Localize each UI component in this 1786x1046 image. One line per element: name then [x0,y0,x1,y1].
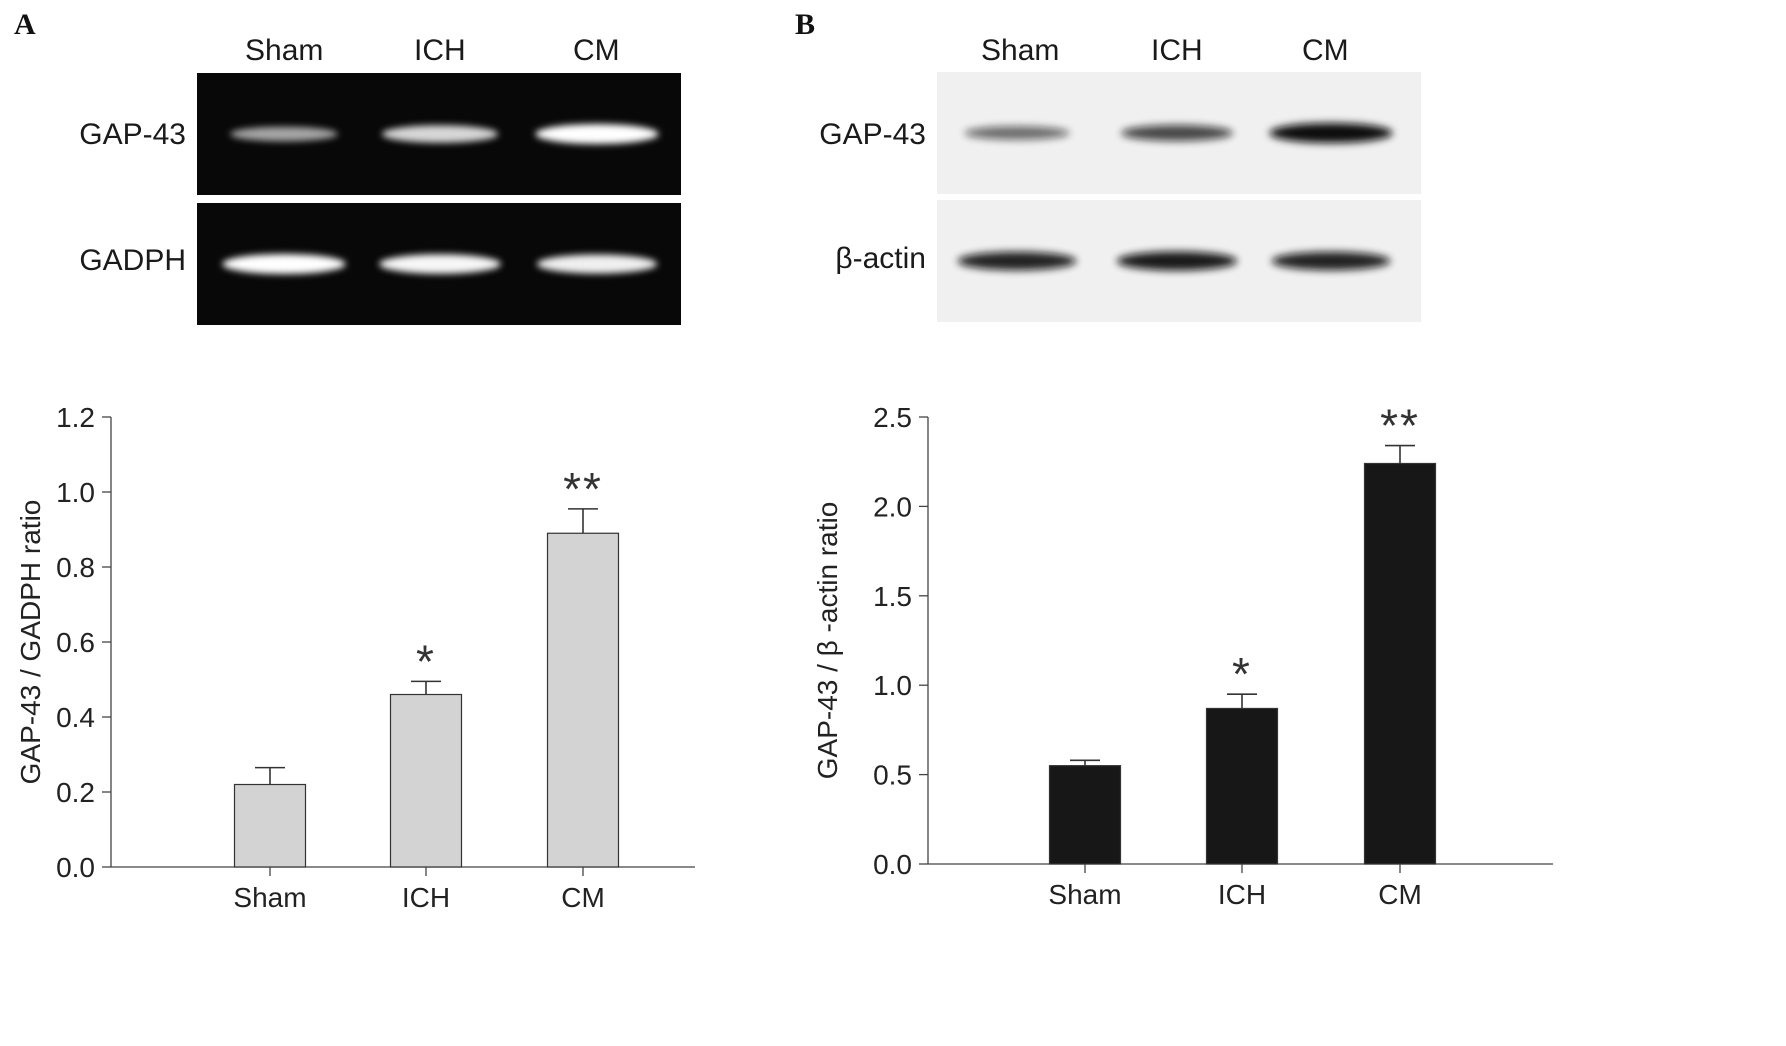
chart-b-bar-cm [1363,462,1437,865]
chart-b-y-tick-label: 2.5 [873,402,912,433]
chart-a-bar-sham [233,783,307,868]
blot-b-band-1-2 [1271,251,1391,271]
chart-a-y-tick-label: 0.8 [56,552,95,583]
blot-b-band-0-1 [1121,125,1233,141]
chart-a-y-tick-label: 1.2 [56,402,95,433]
chart-a-y-tick-label: 0.2 [56,777,95,808]
panel-a-lane-ich: ICH [414,34,466,67]
blot-b-band-1-0 [957,251,1077,271]
panel-a-lane-cm: CM [573,34,620,67]
panel-b-lane-cm: CM [1302,34,1349,67]
gel-a-band-0-2 [535,124,659,144]
panel-b-row-label-beta-actin: β-actin [835,242,926,275]
panel-a-bar-chart: 0.0 0.2 0.4 0.6 0.8 1.0 1.2 GAP-43 / GADPH rati… [15,402,695,913]
chart-b-y-tick-label: 1.0 [873,670,912,701]
chart-a-y-tick-label: 0.0 [56,852,95,883]
gel-a-band-1-0 [222,254,346,274]
chart-a-x-tick-label-cm: CM [561,882,605,913]
chart-b-x-tick-label-sham: Sham [1048,879,1121,910]
blot-b-band-0-0 [964,126,1070,140]
gel-a-band-1-1 [379,254,501,274]
chart-a-y-tick-label: 0.4 [56,702,95,733]
gel-a-band-0-0 [230,126,338,142]
chart-a-y-tick-label: 0.6 [56,627,95,658]
panel-a-lane-sham: Sham [245,34,324,67]
gel-a-band-1-2 [536,254,658,274]
chart-a-y-axis-label: GAP-43 / GADPH ratio [15,500,46,785]
chart-b-y-tick-label: 0.5 [873,760,912,791]
chart-b-y-axis-label: GAP-43 / β -actin ratio [812,502,843,780]
chart-a-significance-ich: * [416,635,436,687]
panel-b-lane-sham: Sham [981,34,1060,67]
chart-a-bar-cm [546,532,620,868]
chart-b-x-tick-label-cm: CM [1378,879,1422,910]
chart-b-bar-ich [1205,707,1279,865]
panel-b-bar-chart: 0.0 0.5 1.0 1.5 2.0 2.5 GAP-43 / β -actin rati… [812,400,1553,910]
blot-b-band-0-2 [1269,123,1393,143]
panel-b-letter: B [795,8,816,41]
gel-a-band-0-1 [381,125,499,143]
chart-b-significance-cm: ** [1380,400,1420,452]
panel-a-letter: A [14,8,36,41]
chart-a-x-tick-label-sham: Sham [233,882,306,913]
panel-a-gel-image [197,73,681,325]
chart-b-bar-sham [1048,765,1122,865]
chart-a-x-tick-label-ich: ICH [402,882,450,913]
chart-b-y-tick-label: 1.5 [873,581,912,612]
panel-a-row-label-gap43: GAP-43 [79,118,186,151]
panel-b-row-label-gap43: GAP-43 [819,118,926,151]
blot-b-band-1-1 [1116,251,1238,271]
chart-a-bar-ich [389,693,463,868]
chart-a-y-tick-label: 1.0 [56,477,95,508]
chart-b-x-tick-label-ich: ICH [1218,879,1266,910]
panel-b-lane-ich: ICH [1151,34,1203,67]
chart-b-significance-ich: * [1232,648,1252,700]
panel-a-row-label-gadph: GADPH [79,244,186,277]
chart-a-significance-cm: ** [563,463,603,515]
chart-b-y-tick-label: 2.0 [873,491,912,522]
chart-b-y-tick-label: 0.0 [873,849,912,880]
panel-b-western-blot-image [937,72,1421,322]
